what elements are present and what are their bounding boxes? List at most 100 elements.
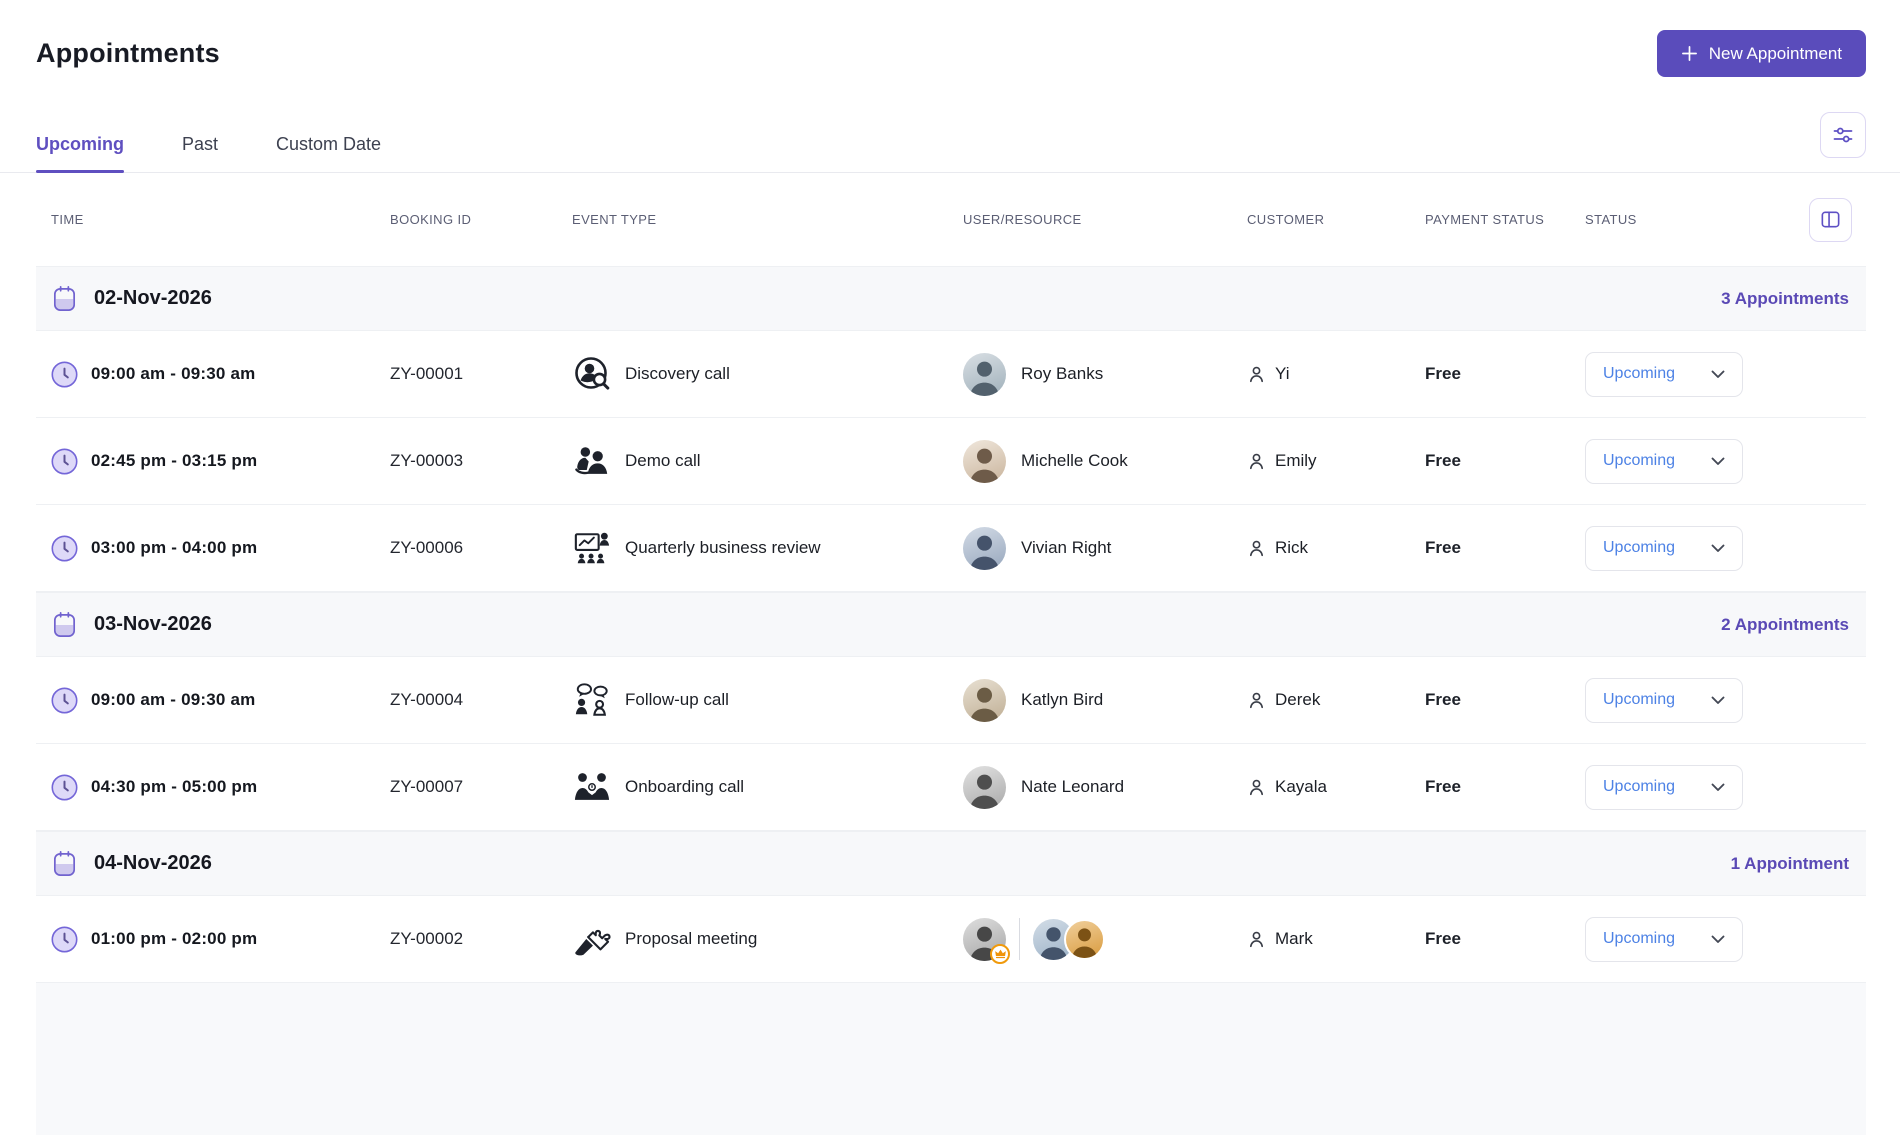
- appointment-time: 01:00 pm - 02:00 pm: [91, 929, 258, 948]
- calendar-icon: [51, 610, 78, 639]
- avatar: [963, 678, 1006, 722]
- user-name: Roy Banks: [1021, 364, 1104, 383]
- col-header-status: Status: [1585, 212, 1637, 227]
- empty-table-area: [36, 983, 1866, 1135]
- chevron-down-icon: [1711, 370, 1725, 379]
- topbar: Appointments New Appointment: [0, 0, 1900, 77]
- clock-icon: [51, 926, 78, 953]
- user-name: Vivian Right: [1021, 538, 1112, 557]
- customer-name: Derek: [1275, 690, 1321, 709]
- status-dropdown[interactable]: Upcoming: [1585, 525, 1743, 571]
- date-group-header: 03-Nov-2026 2 Appointments: [36, 592, 1866, 657]
- appointment-row[interactable]: 01:00 pm - 02:00 pm ZY-00002 Proposal me…: [36, 896, 1866, 983]
- status-dropdown[interactable]: Upcoming: [1585, 351, 1743, 397]
- tab-upcoming[interactable]: Upcoming: [36, 134, 124, 173]
- booking-id: ZY-00001: [390, 364, 464, 383]
- event-type-name: Discovery call: [625, 364, 730, 383]
- group-appointment-count[interactable]: 2 Appointments: [1721, 614, 1849, 634]
- avatar-divider: [1019, 918, 1020, 960]
- col-header-booking-id: Booking ID: [390, 212, 472, 227]
- status-value: Upcoming: [1603, 778, 1676, 795]
- person-icon: [1247, 691, 1266, 710]
- status-value: Upcoming: [1603, 691, 1676, 708]
- payment-status: Free: [1425, 929, 1461, 948]
- calendar-icon: [51, 849, 78, 878]
- col-header-time: Time: [51, 212, 84, 227]
- clock-icon: [51, 774, 78, 801]
- chevron-down-icon: [1711, 696, 1725, 705]
- calendar-icon: [51, 284, 78, 313]
- crown-icon: [990, 943, 1010, 964]
- appointment-row[interactable]: 02:45 pm - 03:15 pm ZY-00003 Demo call M…: [36, 418, 1866, 505]
- status-value: Upcoming: [1603, 365, 1676, 382]
- tab-custom-date[interactable]: Custom Date: [276, 134, 382, 154]
- person-icon: [1247, 539, 1266, 558]
- column-settings-button[interactable]: [1809, 197, 1852, 242]
- proposal-meeting-icon: [572, 922, 612, 957]
- clock-icon: [51, 535, 78, 562]
- booking-id: ZY-00003: [390, 451, 464, 470]
- payment-status: Free: [1425, 777, 1461, 796]
- column-settings-icon: [1819, 208, 1842, 231]
- tabs: Upcoming Past Custom Date: [36, 134, 439, 173]
- appointment-row[interactable]: 04:30 pm - 05:00 pm ZY-00007 Onboarding …: [36, 744, 1866, 831]
- tab-past[interactable]: Past: [182, 134, 219, 154]
- avatar: [963, 439, 1006, 483]
- status-dropdown[interactable]: Upcoming: [1585, 677, 1743, 723]
- follow-up-call-icon: [572, 682, 612, 719]
- status-dropdown[interactable]: Upcoming: [1585, 764, 1743, 810]
- page-title: Appointments: [36, 38, 220, 68]
- user-name: Katlyn Bird: [1021, 690, 1104, 709]
- filter-button[interactable]: [1820, 112, 1866, 158]
- appointment-time: 03:00 pm - 04:00 pm: [91, 538, 258, 557]
- customer-name: Kayala: [1275, 777, 1327, 796]
- appointment-row[interactable]: 03:00 pm - 04:00 pm ZY-00006 Quarterly b…: [36, 505, 1866, 592]
- col-header-payment-status: Payment Status: [1425, 212, 1545, 227]
- event-type-name: Onboarding call: [625, 777, 745, 796]
- chevron-down-icon: [1711, 783, 1725, 792]
- booking-id: ZY-00004: [390, 690, 464, 709]
- chevron-down-icon: [1711, 457, 1725, 466]
- clock-icon: [51, 687, 78, 714]
- chevron-down-icon: [1711, 544, 1725, 553]
- appointment-time: 02:45 pm - 03:15 pm: [91, 451, 258, 470]
- user-avatar-group: [963, 917, 1105, 964]
- clock-icon: [51, 448, 78, 475]
- payment-status: Free: [1425, 538, 1461, 557]
- group-date: 02-Nov-2026: [94, 287, 212, 309]
- attendee-avatar: [1064, 918, 1105, 960]
- avatar: [963, 352, 1006, 396]
- new-appointment-label: New Appointment: [1708, 43, 1842, 63]
- group-date: 04-Nov-2026: [94, 852, 212, 874]
- appointment-row[interactable]: 09:00 am - 09:30 am ZY-00001 Discovery c…: [36, 331, 1866, 418]
- group-appointment-count[interactable]: 3 Appointments: [1721, 288, 1849, 308]
- table-header: Time Booking ID Event Type User/Resource…: [36, 173, 1866, 266]
- status-dropdown[interactable]: Upcoming: [1585, 438, 1743, 484]
- status-value: Upcoming: [1603, 539, 1676, 556]
- group-appointment-count[interactable]: 1 Appointment: [1730, 853, 1849, 873]
- filter-sliders-icon: [1831, 123, 1855, 147]
- booking-id: ZY-00007: [390, 777, 464, 796]
- col-header-event-type: Event Type: [572, 212, 657, 227]
- plus-icon: [1681, 45, 1698, 62]
- host-avatar: [963, 917, 1010, 964]
- customer-name: Rick: [1275, 538, 1309, 557]
- event-type-name: Proposal meeting: [625, 929, 758, 948]
- new-appointment-button[interactable]: New Appointment: [1656, 30, 1866, 77]
- person-icon: [1247, 365, 1266, 384]
- event-type-name: Follow-up call: [625, 690, 729, 709]
- status-value: Upcoming: [1603, 930, 1676, 947]
- appointment-time: 09:00 am - 09:30 am: [91, 364, 256, 383]
- person-icon: [1247, 930, 1266, 949]
- tabs-row: Upcoming Past Custom Date: [0, 77, 1900, 173]
- appointment-time: 04:30 pm - 05:00 pm: [91, 777, 258, 796]
- appointments-table: Time Booking ID Event Type User/Resource…: [36, 173, 1866, 1135]
- appointment-row[interactable]: 09:00 am - 09:30 am ZY-00004 Follow-up c…: [36, 657, 1866, 744]
- booking-id: ZY-00006: [390, 538, 464, 557]
- status-dropdown[interactable]: Upcoming: [1585, 916, 1743, 962]
- attendee-avatars: [1033, 918, 1105, 960]
- event-type-name: Demo call: [625, 451, 701, 470]
- customer-name: Yi: [1275, 364, 1290, 383]
- status-value: Upcoming: [1603, 452, 1676, 469]
